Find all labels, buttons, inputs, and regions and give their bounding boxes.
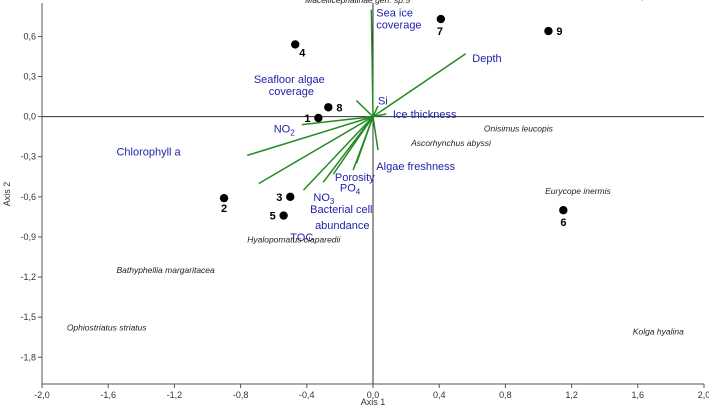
x-axis-label: Axis 1 [361, 397, 386, 407]
species-label: Onisimus leucopis [484, 123, 554, 133]
x-tick-label: 0,8 [499, 390, 512, 400]
site-label: 9 [556, 26, 562, 38]
site-point [324, 103, 333, 112]
site-label: 1 [304, 113, 310, 125]
env-label: Sea ice [376, 7, 413, 19]
env-label: PO4 [340, 182, 361, 196]
x-tick-label: 1,6 [632, 390, 645, 400]
y-tick-label: -1,2 [20, 272, 36, 282]
species-labels: Macellicephalinae gen. sp.5 Elpidia hecke… [67, 0, 691, 337]
site-label: 8 [336, 102, 342, 114]
site-label: 3 [276, 192, 282, 204]
y-tick-label: -0,6 [20, 192, 36, 202]
env-label: NO2 [274, 124, 296, 138]
species-label: Ophiostriatus striatus [67, 323, 148, 333]
vector-chlorophyll-a [246, 115, 374, 157]
environmental-vectors [246, 9, 467, 191]
species-label: Elpidia heckeri [634, 0, 690, 1]
y-tick-label: -1,8 [20, 352, 36, 362]
vector-ice-thickness [372, 113, 387, 118]
site-label: 2 [221, 203, 227, 215]
y-tick-label: -1,5 [20, 312, 36, 322]
vector-po4 [352, 116, 374, 171]
site-point [436, 14, 446, 24]
site-point [219, 193, 229, 203]
vector-seafloor-algae-coverage [355, 100, 374, 118]
site-label: 7 [437, 26, 443, 38]
site-point [559, 206, 568, 215]
env-label: coverage [376, 19, 421, 31]
x-tick-label: 0,0 [367, 390, 380, 400]
vector-algae-freshness [372, 116, 379, 151]
vector-si [372, 105, 379, 117]
x-tick-label: -0,8 [233, 390, 249, 400]
env-label: Porosity [335, 172, 375, 184]
site-points: 1 2 3 4 5 6 7 8 9 [219, 14, 568, 229]
env-label: Algae freshness [376, 161, 455, 173]
y-tick-label: -0,9 [20, 232, 36, 242]
env-label: Depth [472, 53, 501, 65]
species-label: Eurycope inermis [545, 186, 611, 196]
env-label: Ice thickness [393, 109, 457, 121]
y-tick-label: 0,3 [23, 72, 36, 82]
x-tick-label: 0,4 [433, 390, 446, 400]
vector-unlabeled [258, 115, 374, 185]
x-tick-label: -0,4 [299, 390, 315, 400]
x-tick-label: -2,0 [34, 390, 50, 400]
site-point [286, 192, 295, 202]
y-tick-label: -0,3 [20, 152, 36, 162]
env-label: Chlorophyll a [116, 146, 181, 158]
vector-depth [372, 53, 467, 118]
env-label: Si [378, 96, 388, 108]
x-tick-label: -1,2 [167, 390, 183, 400]
y-tick-label: 0,0 [23, 112, 36, 122]
x-ticks: -2,0 -1,6 -1,2 -0,8 -0,4 0,0 0,4 0,8 1,2 1,6 2,0 [34, 384, 709, 400]
x-tick-label: 1,2 [565, 390, 578, 400]
x-tick-label: 2,0 [698, 390, 709, 400]
site-point [279, 211, 288, 220]
env-label: TOC [290, 232, 313, 244]
vector-bacterial-cell-abundance [322, 116, 374, 183]
species-label: Bathyphellia margaritacea [116, 265, 215, 275]
y-tick-label: 0,6 [23, 31, 36, 41]
species-label: Kolga hyalina [633, 327, 684, 337]
x-tick-label: -1,6 [100, 390, 116, 400]
vector-sea-ice-coverage [370, 9, 374, 117]
vector-no2 [301, 115, 374, 126]
site-label: 4 [299, 47, 306, 59]
env-label: Bacterial cell [310, 204, 372, 216]
env-label: Seafloor algae [254, 74, 325, 86]
species-label: Macellicephalinae gen. sp.5 [305, 0, 410, 5]
site-point [544, 26, 553, 36]
species-label: Ascorhynchus abyssi [410, 138, 492, 148]
env-label: abundance [315, 220, 369, 232]
y-axis-label: Axis 2 [2, 182, 12, 207]
species-label: Hyalopomatus claparedii [247, 234, 341, 244]
site-label: 5 [270, 211, 276, 223]
vector-toc [302, 116, 374, 191]
site-point [314, 113, 323, 123]
site-point [291, 40, 300, 49]
site-label: 6 [560, 217, 566, 229]
env-label: NO3 [313, 192, 335, 206]
y-ticks: 0,6 0,3 0,0 -0,3 -0,6 -0,9 -1,2 -1,5 -1,8 [20, 31, 42, 362]
env-label: coverage [269, 86, 314, 98]
